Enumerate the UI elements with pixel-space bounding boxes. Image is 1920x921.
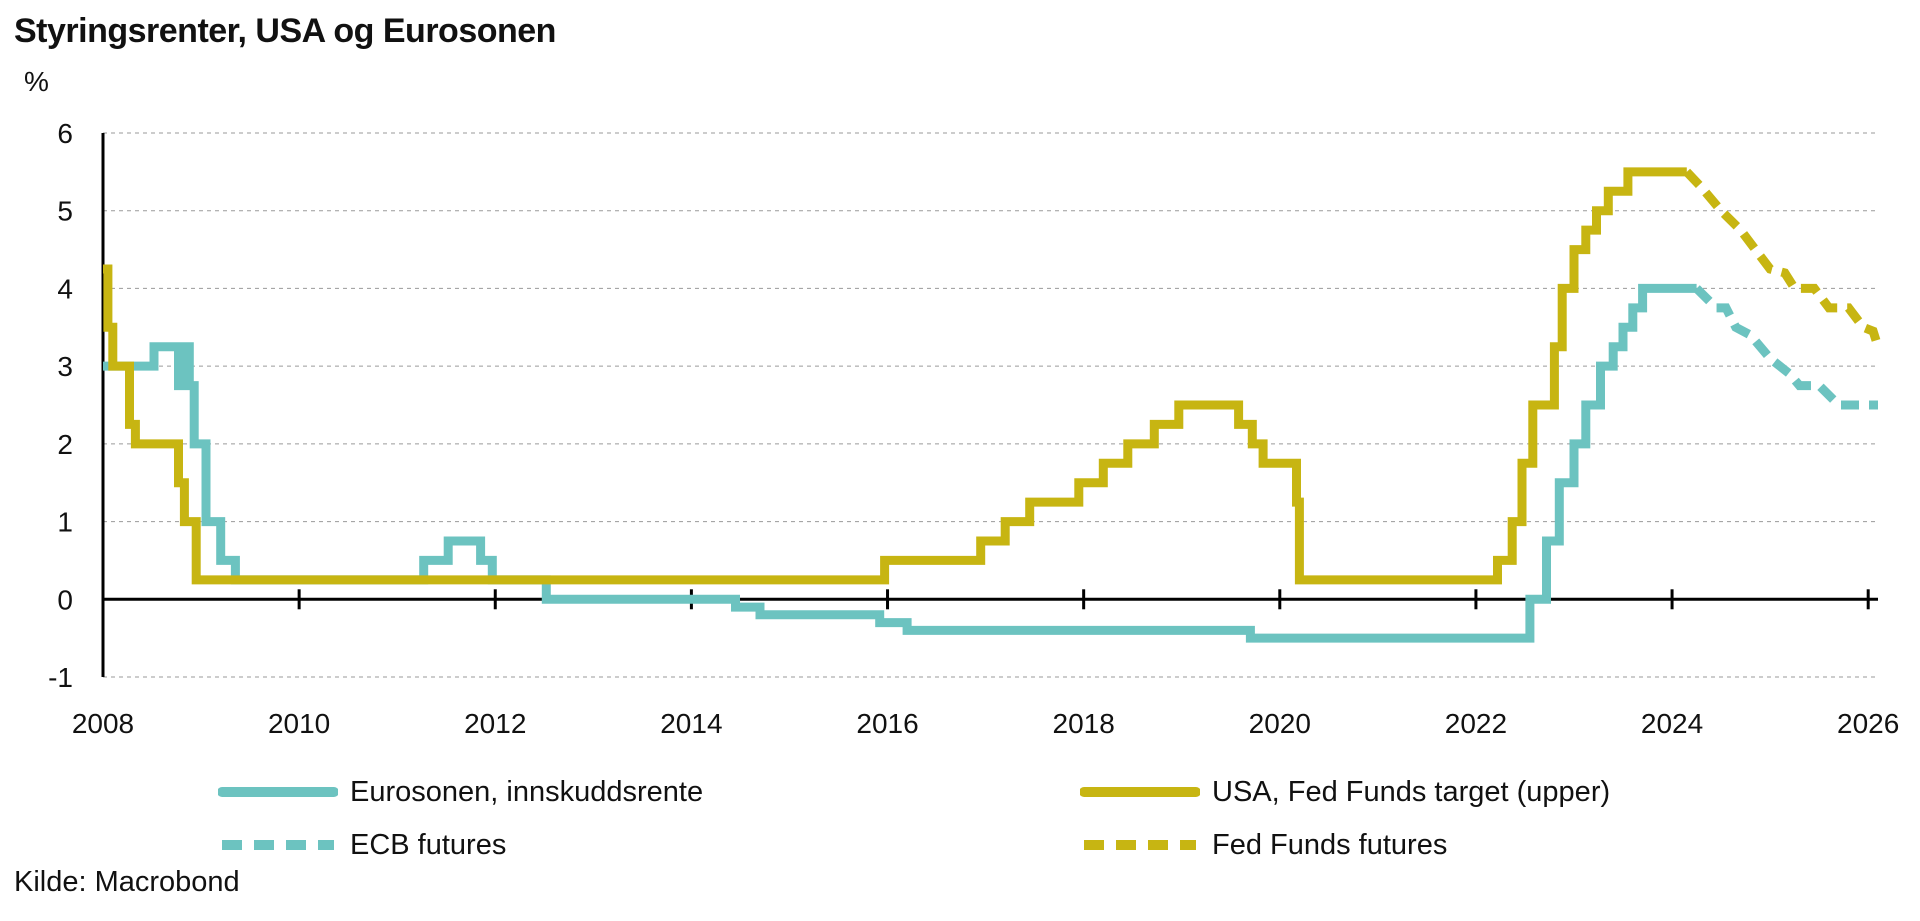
legend-item-eurosonen: Eurosonen, innskuddsrente [218,772,703,812]
legend-label-fed-funds-target: USA, Fed Funds target (upper) [1212,775,1611,808]
tick-labels: -1 0 1 2 3 4 5 6 2008 2010 2012 2014 2016 2018 2020 202… [48,118,1899,739]
y-tick-label: 3 [57,351,73,382]
y-tick-label: -1 [48,662,73,693]
legend-item-ecb-futures: ECB futures [218,825,506,865]
series-line-ecb-futures [1693,285,1878,410]
x-tick-label: 2016 [856,708,918,739]
source-note: Kilde: Macrobond [14,866,240,898]
series-line-usa-fed-funds-target-upper [103,167,1687,585]
legend-label-eurosonen: Eurosonen, innskuddsrente [350,775,704,808]
legend-swatch-fed-funds-futures [1080,838,1200,852]
series-line-fed-funds-futures [1683,168,1883,349]
x-tick-label: 2022 [1445,708,1507,739]
legend-item-fed-funds-futures: Fed Funds futures [1080,825,1447,865]
legend-label-fed-funds-futures: Fed Funds futures [1212,828,1448,861]
y-tick-label: 6 [57,118,73,149]
axes [101,133,1878,677]
series-lines [103,167,1883,643]
x-tick-label: 2010 [268,708,330,739]
y-tick-label: 4 [57,273,73,304]
x-tick-label: 2024 [1641,708,1703,739]
legend-swatch-ecb-futures [218,838,338,852]
series-line-eurosonen-innskuddsrente [103,283,1697,643]
x-tick-label: 2020 [1249,708,1311,739]
y-tick-label: 5 [57,196,73,227]
y-axis-unit-label: % [24,66,49,97]
legend-label-ecb-futures: ECB futures [350,828,507,861]
y-tick-label: 0 [57,584,73,615]
chart-title: Styringsrenter, USA og Eurosonen [14,12,556,50]
x-tick-label: 2026 [1837,708,1899,739]
y-tick-label: 1 [57,507,73,538]
legend-swatch-eurosonen [218,785,338,799]
legend-swatch-fed-funds-target [1080,785,1200,799]
legend-item-fed-funds-target: USA, Fed Funds target (upper) [1080,772,1610,812]
x-tick-label: 2014 [660,708,722,739]
x-tick-label: 2008 [72,708,134,739]
x-tick-label: 2018 [1053,708,1115,739]
y-tick-label: 2 [57,429,73,460]
x-tick-label: 2012 [464,708,526,739]
